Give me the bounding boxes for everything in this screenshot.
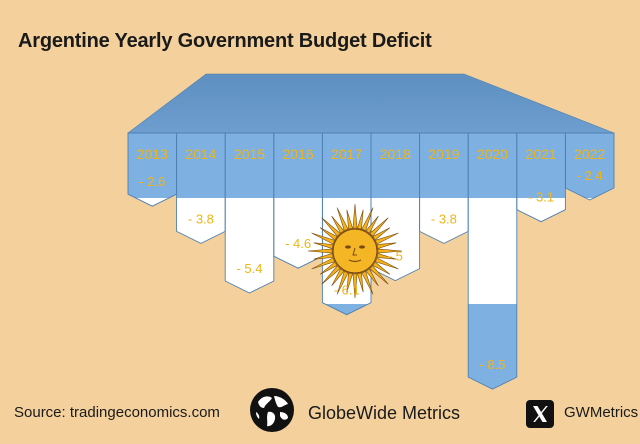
chart-roof xyxy=(127,73,615,134)
year-label: 2014 xyxy=(185,146,216,162)
value-label: - 4.6 xyxy=(285,236,311,251)
globe-icon xyxy=(250,388,294,432)
year-label: 2016 xyxy=(283,146,314,162)
year-label: 2019 xyxy=(428,146,459,162)
page-title: Argentine Yearly Government Budget Defic… xyxy=(18,30,432,52)
value-label: - 2.6 xyxy=(139,174,165,189)
year-label: 2021 xyxy=(526,146,557,162)
year-label: 2015 xyxy=(234,146,265,162)
value-label: - 3.8 xyxy=(431,211,457,226)
value-label: - 2.4 xyxy=(577,168,603,183)
sun-of-may-icon xyxy=(307,203,403,299)
value-label: - 8.5 xyxy=(479,357,505,372)
value-label: - 3.1 xyxy=(528,190,554,205)
year-label: 2017 xyxy=(331,146,362,162)
year-label: 2020 xyxy=(477,146,508,162)
x-handle: GWMetrics xyxy=(564,404,639,421)
value-label: - 5 xyxy=(388,249,403,264)
bar-2022 xyxy=(564,132,615,201)
x-logo-icon xyxy=(526,400,554,428)
bar-2017 xyxy=(321,132,372,316)
bar-2014 xyxy=(176,132,226,244)
bar-2019 xyxy=(419,132,469,244)
bar-2016 xyxy=(273,132,323,269)
value-label: - 3.8 xyxy=(188,211,214,226)
source-text: Source: tradingeconomics.com xyxy=(14,404,220,421)
bar-2020 xyxy=(467,132,518,390)
year-label: 2013 xyxy=(137,146,168,162)
value-label: - 5.4 xyxy=(236,261,262,276)
brand-name: GlobeWide Metrics xyxy=(308,403,461,423)
year-label: 2022 xyxy=(574,146,605,162)
year-label: 2018 xyxy=(380,146,411,162)
bar-2021 xyxy=(516,132,566,223)
bar-2015 xyxy=(224,132,275,294)
bar-2013 xyxy=(127,132,178,207)
value-label: - 6.1 xyxy=(334,283,360,298)
